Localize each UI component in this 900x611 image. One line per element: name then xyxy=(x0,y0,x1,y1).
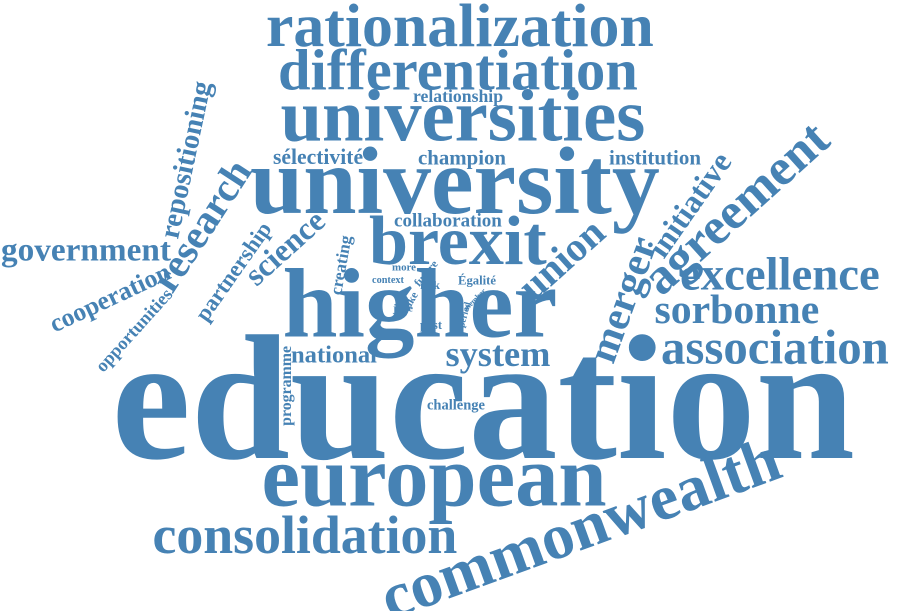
word-education: education xyxy=(111,299,855,497)
word-june: june xyxy=(393,303,413,315)
word-risk: risk xyxy=(420,278,440,292)
word-context: context xyxy=(372,275,404,286)
word-national: national xyxy=(291,341,377,369)
word-rationalization: rationalization xyxy=(266,0,654,60)
word-university: university xyxy=(250,128,660,234)
word-post: post xyxy=(420,318,442,332)
word-government: government xyxy=(1,231,171,269)
word-relationship: relationship xyxy=(413,86,504,106)
word-excellence: excellence xyxy=(680,248,880,301)
word-european: european xyxy=(261,428,607,525)
word-differentiation: differentiation xyxy=(278,37,638,103)
word-sorbonne: sorbonne xyxy=(654,287,820,333)
word-institution: institution xyxy=(609,145,701,170)
word-champion: champion xyxy=(418,145,507,170)
word-collaboration: collaboration xyxy=(394,210,502,232)
word-egalite: Égalité xyxy=(458,273,496,288)
word-selectivite: sélectivité xyxy=(273,145,364,169)
word-higher: higher xyxy=(282,249,558,359)
word-consolidation: consolidation xyxy=(152,505,458,565)
word-programme: programme xyxy=(278,346,295,426)
word-universities: universities xyxy=(280,74,646,158)
word-system: system xyxy=(445,334,551,374)
word-association: association xyxy=(661,319,889,375)
word-more: more xyxy=(392,261,417,274)
word-challenge: challenge xyxy=(427,397,485,414)
word-brexit: brexit xyxy=(369,203,547,280)
